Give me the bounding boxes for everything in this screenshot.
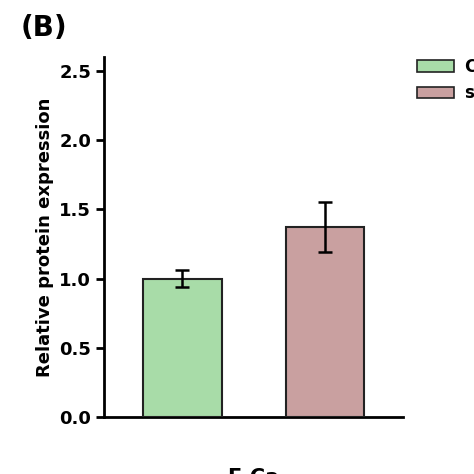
Text: E-Ca: E-Ca [228, 467, 280, 474]
Y-axis label: Relative protein expression: Relative protein expression [36, 97, 54, 377]
Bar [143, 279, 221, 417]
Legend: Control, shNUCB2: Control, shNUCB2 [417, 58, 474, 102]
Text: (B): (B) [21, 15, 67, 43]
Bar [285, 228, 364, 417]
